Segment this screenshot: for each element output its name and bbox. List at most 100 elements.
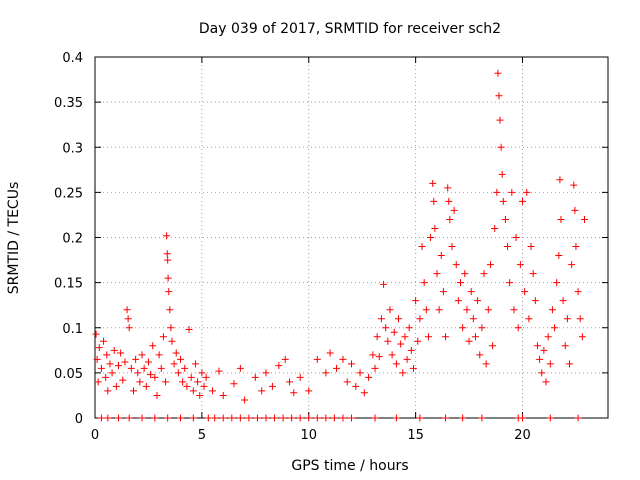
data-point — [373, 333, 381, 341]
data-point — [497, 143, 505, 151]
data-point — [519, 414, 526, 422]
data-point — [211, 414, 219, 422]
data-point — [132, 355, 140, 363]
data-point — [551, 324, 559, 332]
data-point — [544, 333, 552, 341]
data-point — [144, 358, 152, 366]
data-point — [104, 387, 112, 395]
data-point — [424, 333, 432, 341]
data-point — [333, 364, 341, 372]
data-point — [457, 279, 465, 287]
data-point — [493, 188, 501, 196]
data-point — [157, 364, 165, 372]
data-point — [445, 197, 453, 205]
data-point — [459, 324, 467, 332]
data-point — [125, 414, 133, 422]
y-tick-label: 0.2 — [62, 232, 83, 247]
data-point — [163, 232, 171, 240]
data-point — [236, 414, 244, 422]
data-point — [536, 355, 544, 363]
data-point — [104, 414, 112, 422]
data-point — [326, 349, 334, 357]
data-point — [262, 414, 270, 422]
data-point — [371, 414, 379, 422]
data-point — [576, 315, 584, 323]
data-point — [574, 288, 582, 296]
data-point — [399, 369, 407, 377]
data-point — [296, 373, 304, 381]
data-point — [365, 373, 373, 381]
data-point — [215, 367, 223, 375]
data-point — [281, 355, 289, 363]
data-point — [405, 324, 413, 332]
y-tick-label: 0.25 — [54, 186, 83, 201]
data-point — [121, 358, 129, 366]
data-point — [138, 414, 146, 422]
data-point — [343, 378, 351, 386]
x-tick-label: 15 — [407, 428, 424, 443]
data-point — [153, 391, 161, 399]
data-point — [191, 360, 199, 368]
data-point — [119, 376, 127, 384]
data-point — [106, 360, 114, 368]
data-point — [110, 346, 118, 354]
data-point — [209, 387, 217, 395]
y-tick-label: 0.05 — [54, 367, 83, 382]
data-point — [127, 364, 135, 372]
data-point — [236, 364, 244, 372]
x-tick-label: 5 — [198, 428, 206, 443]
data-point — [392, 414, 400, 422]
data-points — [92, 69, 588, 422]
data-point — [521, 288, 529, 296]
data-point — [166, 306, 174, 314]
data-point — [377, 315, 385, 323]
data-point — [352, 382, 360, 390]
data-point — [538, 369, 546, 377]
data-point — [185, 326, 193, 334]
data-point — [494, 69, 502, 77]
data-point — [159, 333, 167, 341]
data-point — [571, 206, 579, 214]
data-point — [138, 351, 146, 359]
data-point — [348, 414, 355, 422]
data-point — [452, 261, 460, 269]
data-point — [430, 197, 438, 205]
data-point — [489, 342, 497, 350]
data-point — [563, 315, 571, 323]
data-point — [196, 391, 204, 399]
data-point — [93, 355, 101, 363]
y-tick-label: 0.1 — [62, 322, 83, 337]
data-point — [498, 170, 506, 178]
chart-title: Day 039 of 2017, SRMTID for receiver sch… — [199, 21, 501, 37]
data-point — [177, 414, 184, 422]
data-point — [416, 315, 424, 323]
data-point — [305, 414, 313, 422]
y-tick-label: 0.4 — [62, 51, 83, 66]
data-point — [388, 351, 396, 359]
data-point — [313, 414, 321, 422]
data-point — [510, 306, 518, 314]
data-point — [442, 333, 450, 341]
x-tick-label: 0 — [91, 428, 99, 443]
data-point — [403, 355, 411, 363]
data-point — [496, 116, 504, 124]
data-point — [348, 360, 355, 368]
data-point — [461, 270, 469, 278]
grid-lines — [95, 57, 608, 418]
data-point — [568, 261, 576, 269]
y-tick-label: 0.35 — [54, 96, 83, 111]
data-point — [149, 342, 157, 350]
data-point — [553, 279, 561, 287]
data-point — [147, 371, 155, 379]
data-point — [322, 414, 330, 422]
data-point — [390, 328, 398, 336]
data-point — [484, 306, 492, 314]
data-point — [450, 206, 458, 214]
data-point — [527, 243, 535, 251]
data-point — [486, 261, 494, 269]
data-point — [540, 346, 548, 354]
data-point — [467, 288, 475, 296]
data-point — [322, 369, 330, 377]
data-point — [431, 224, 439, 232]
